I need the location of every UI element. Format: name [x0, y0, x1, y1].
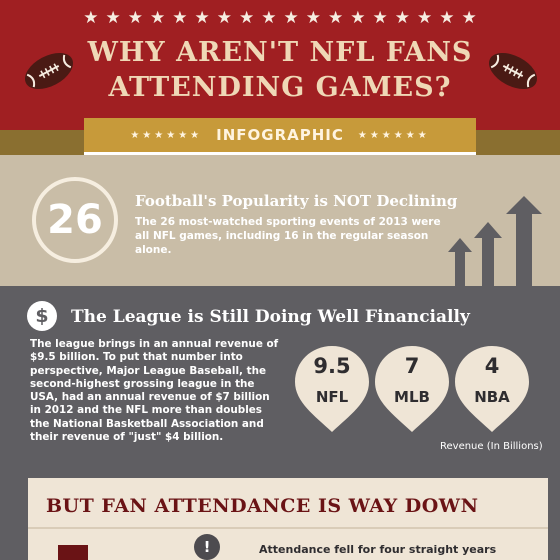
star-icon: ★: [216, 8, 232, 28]
star-icon: ★: [417, 8, 433, 28]
divider: [28, 527, 548, 529]
star-icon: ★: [394, 8, 410, 28]
revenue-league: MLB: [394, 388, 430, 406]
star-icon: ★: [328, 8, 344, 28]
map-pin-icon: [455, 346, 529, 432]
star-icon: ★: [127, 8, 143, 28]
ribbon-fold-right: [476, 130, 560, 155]
star-icon: ★: [194, 8, 210, 28]
alert-icon: !: [194, 534, 220, 560]
map-pin-icon: [295, 346, 369, 432]
revenue-value: 4: [484, 354, 500, 378]
star-icon: ★: [105, 8, 121, 28]
rising-arrows-icon: [448, 196, 542, 286]
popularity-body: The 26 most-watched sporting events of 2…: [135, 216, 441, 256]
star-icon: ★: [350, 8, 366, 28]
header-banner: [0, 0, 560, 130]
popularity-heading: Football's Popularity is NOT Declining: [135, 192, 458, 210]
star-icon: ★: [239, 8, 255, 28]
star-icon: ★: [439, 8, 455, 28]
star-icon: ★: [150, 8, 166, 28]
stat-number: 26: [47, 197, 103, 243]
attendance-text: Attendance fell for four straight years: [259, 543, 497, 556]
ribbon-fold-left: [0, 130, 84, 155]
star-icon: ★: [372, 8, 388, 28]
infographic-ribbon: ★★★★★★ INFOGRAPHIC ★★★★★★: [84, 118, 476, 152]
attendance-panel: [28, 478, 548, 560]
revenue-league: NFL: [315, 388, 349, 406]
star-icon: ★: [461, 8, 477, 28]
ribbon-stars-right: ★★★★★★: [357, 129, 430, 141]
revenue-value: 9.5: [313, 354, 351, 378]
football-icon: [24, 52, 74, 90]
ribbon-label: INFOGRAPHIC: [216, 126, 344, 144]
page-title-line2: ATTENDING GAMES?: [108, 72, 452, 103]
star-icon: ★: [83, 8, 99, 28]
ribbon-stars-left: ★★★★★★: [130, 129, 203, 141]
star-row: ★ ★ ★ ★ ★ ★ ★ ★ ★ ★ ★ ★ ★ ★ ★ ★ ★ ★: [0, 10, 560, 27]
revenue-league: NBA: [474, 388, 510, 406]
page-title-line1: WHY AREN'T NFL FANS: [87, 37, 473, 68]
star-icon: ★: [305, 8, 321, 28]
football-icon: [488, 52, 538, 90]
attendance-heading: BUT FAN ATTENDANCE IS WAY DOWN: [46, 495, 479, 517]
star-icon: ★: [261, 8, 277, 28]
revenue-pin-nfl: 9.5 NFL: [293, 344, 371, 434]
financial-body: The league brings in an annual revenue o…: [30, 338, 279, 444]
panel-edge: [548, 478, 560, 560]
revenue-note: Revenue (In Billions): [440, 441, 543, 452]
revenue-value: 7: [404, 354, 420, 378]
attendance-bar: [58, 545, 88, 560]
dollar-icon: $: [27, 301, 57, 331]
financial-heading: The League is Still Doing Well Financial…: [71, 307, 470, 327]
star-icon: ★: [172, 8, 188, 28]
map-pin-icon: [375, 346, 449, 432]
revenue-pin-mlb: 7 MLB: [373, 344, 451, 434]
star-icon: ★: [283, 8, 299, 28]
stat-circle: 26: [32, 177, 118, 263]
revenue-pin-nba: 4 NBA: [453, 344, 531, 434]
